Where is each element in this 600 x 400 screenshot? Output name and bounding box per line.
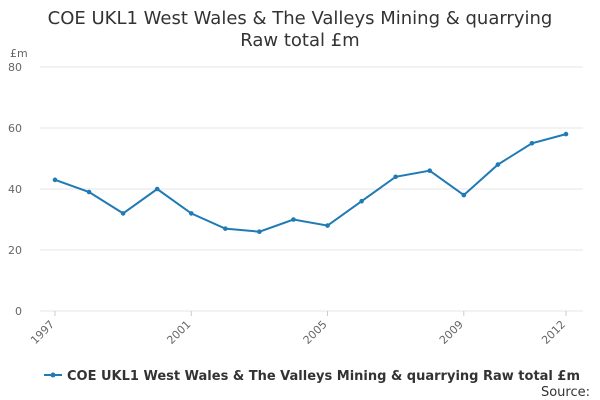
data-point-2005[interactable] — [325, 223, 330, 228]
y-tick-label-20: 20 — [8, 244, 22, 257]
legend-label: COE UKL1 West Wales & The Valleys Mining… — [67, 369, 580, 384]
source-label: Source: — [541, 385, 590, 400]
data-point-2000[interactable] — [154, 186, 160, 192]
data-point-2011[interactable] — [529, 140, 535, 146]
series-line-0 — [54, 133, 567, 233]
chart-title-line-2: Raw total £m — [240, 30, 359, 51]
x-tick-label-2009: 2009 — [437, 318, 466, 347]
data-point-2009[interactable] — [461, 192, 467, 198]
data-point-2002[interactable] — [223, 226, 228, 231]
data-point-2012[interactable] — [563, 131, 569, 137]
y-tick-label-60: 60 — [8, 122, 22, 135]
data-point-1998[interactable] — [86, 189, 92, 195]
data-point-1997[interactable] — [52, 177, 58, 183]
y-axis-unit: £m — [10, 47, 28, 60]
y-tick-label-80: 80 — [8, 61, 22, 74]
chart-title-line-1: COE UKL1 West Wales & The Valleys Mining… — [48, 8, 553, 29]
x-tick-label-1997: 1997 — [28, 318, 57, 347]
data-point-2008[interactable] — [427, 168, 433, 173]
y-tick-label-40: 40 — [8, 183, 22, 196]
legend-marker — [50, 372, 56, 378]
data-point-2010[interactable] — [495, 162, 501, 167]
data-point-2004[interactable] — [291, 217, 296, 222]
data-point-2007[interactable] — [393, 174, 398, 180]
data-point-2003[interactable] — [257, 229, 262, 234]
y-tick-labels: 0 20 40 60 80 — [8, 61, 22, 318]
data-point-2001[interactable] — [188, 211, 194, 216]
gridlines — [40, 66, 583, 312]
x-tick-label-2012: 2012 — [539, 318, 568, 347]
x-tick-label-2005: 2005 — [301, 318, 330, 347]
data-point-2006[interactable] — [359, 198, 364, 204]
legend[interactable]: COE UKL1 West Wales & The Valleys Mining… — [44, 369, 580, 384]
x-tick-labels: 1997 2001 2005 2009 2012 — [28, 311, 568, 347]
y-tick-label-0: 0 — [15, 305, 22, 318]
series-layer — [52, 131, 569, 234]
x-tick-label-2001: 2001 — [164, 318, 193, 347]
data-point-1999[interactable] — [120, 211, 126, 216]
